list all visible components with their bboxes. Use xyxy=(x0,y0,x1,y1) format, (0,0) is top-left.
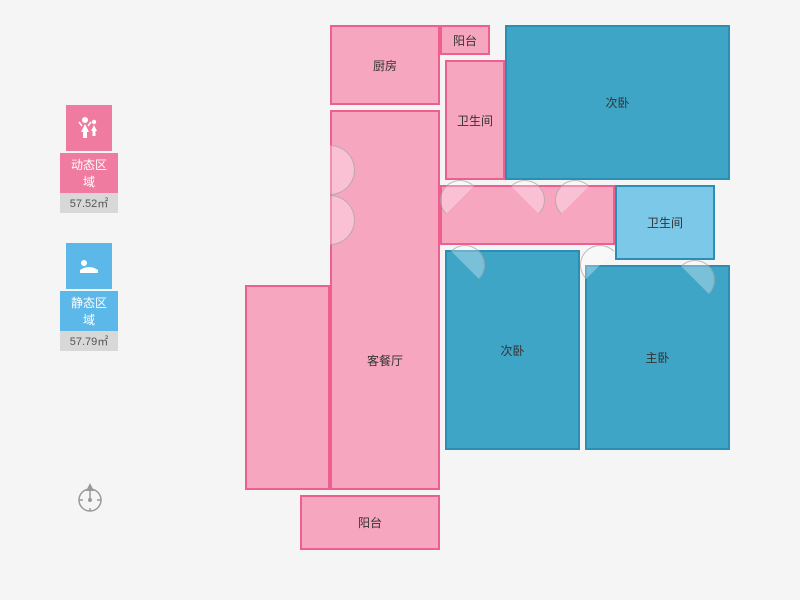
door-arc-6 xyxy=(305,145,355,195)
room-label-bath1: 卫生间 xyxy=(457,112,493,129)
room-label-bed2b: 次卧 xyxy=(500,342,524,359)
room-label-balcony1: 阳台 xyxy=(453,32,477,49)
rest-icon xyxy=(66,243,112,289)
people-icon xyxy=(66,105,112,151)
room-label-bath2: 卫生间 xyxy=(647,214,683,231)
room-bath1: 卫生间 xyxy=(445,60,505,180)
legend-value-static: 57.79㎡ xyxy=(60,331,118,351)
room-label-bed1: 主卧 xyxy=(645,349,669,366)
room-balcony2: 阳台 xyxy=(300,495,440,550)
room-label-balcony2: 阳台 xyxy=(358,514,382,531)
room-label-kitchen: 厨房 xyxy=(373,57,397,74)
door-arc-7 xyxy=(305,195,355,245)
room-living2 xyxy=(245,285,330,490)
legend-label-dynamic: 动态区域 xyxy=(60,153,118,193)
room-bath2: 卫生间 xyxy=(615,185,715,260)
compass-icon xyxy=(75,480,105,510)
legend-item-static: 静态区域 57.79㎡ xyxy=(60,243,118,351)
room-kitchen: 厨房 xyxy=(330,25,440,105)
room-bed2a: 次卧 xyxy=(505,25,730,180)
room-balcony1: 阳台 xyxy=(440,25,490,55)
room-bed2b: 次卧 xyxy=(445,250,580,450)
room-label-bed2a: 次卧 xyxy=(605,94,629,111)
legend-label-static: 静态区域 xyxy=(60,291,118,331)
legend: 动态区域 57.52㎡ 静态区域 57.79㎡ xyxy=(60,105,118,381)
floorplan: 厨房阳台卫生间客餐厅阳台次卧卫生间次卧主卧 xyxy=(245,25,735,575)
legend-value-dynamic: 57.52㎡ xyxy=(60,193,118,213)
legend-item-dynamic: 动态区域 57.52㎡ xyxy=(60,105,118,213)
room-label-living: 客餐厅 xyxy=(367,352,403,369)
